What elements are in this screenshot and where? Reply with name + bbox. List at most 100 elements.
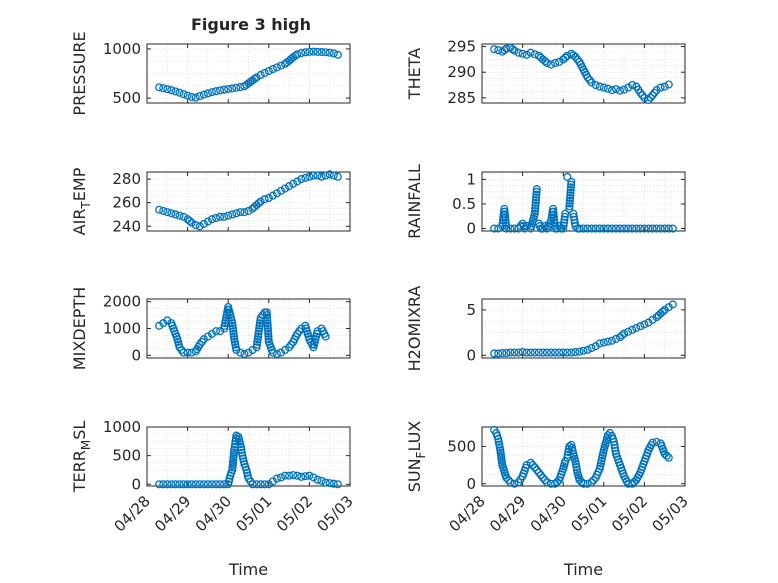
- data-point: [183, 348, 192, 357]
- data-point: [640, 93, 649, 102]
- data-point: [248, 480, 257, 489]
- data-point: [530, 207, 540, 216]
- data-point: [191, 93, 200, 102]
- data-point: [506, 224, 515, 233]
- data-point: [652, 224, 661, 233]
- data-point: [490, 224, 499, 233]
- data-point: [183, 480, 192, 489]
- data-point: [652, 86, 661, 95]
- data-point: [490, 45, 499, 54]
- ytick-label: 280: [112, 170, 141, 188]
- data-point: [260, 68, 269, 78]
- data-point: [229, 332, 239, 341]
- data-point: [309, 171, 318, 180]
- data-point: [329, 171, 338, 180]
- data-point: [195, 480, 204, 489]
- data-point: [530, 348, 539, 357]
- data-point: [175, 211, 184, 220]
- ytick-label: 1000: [103, 40, 141, 58]
- data-point: [187, 218, 196, 227]
- data-point: [203, 89, 212, 98]
- data-point: [236, 348, 245, 357]
- data-point: [501, 213, 510, 222]
- data-point: [561, 53, 570, 62]
- data-point: [179, 90, 188, 99]
- axes-box: [481, 171, 686, 232]
- data-point: [191, 480, 200, 489]
- x-axis-label: Time: [563, 560, 603, 579]
- data-point: [309, 47, 318, 56]
- data-point: [532, 193, 541, 202]
- axes-box: [146, 426, 351, 487]
- data-point: [264, 66, 273, 76]
- data-point: [599, 224, 608, 233]
- data-point: [183, 91, 192, 100]
- data-point: [155, 321, 164, 330]
- data-point: [179, 348, 188, 357]
- data-point: [595, 224, 604, 233]
- data-point: [504, 475, 513, 485]
- data-point: [579, 479, 588, 488]
- data-point: [510, 348, 519, 357]
- data-point: [191, 221, 200, 230]
- data-point: [624, 83, 633, 92]
- data-point: [610, 440, 619, 449]
- data-point: [632, 224, 641, 233]
- data-point: [510, 479, 519, 488]
- data-point: [236, 208, 245, 217]
- data-point: [668, 300, 677, 309]
- data-point: [567, 177, 576, 186]
- data-point: [624, 327, 633, 336]
- data-point: [566, 191, 575, 200]
- data-point: [237, 448, 246, 457]
- data-point: [531, 201, 540, 210]
- data-point: [207, 215, 217, 224]
- data-point: [252, 480, 261, 489]
- data-point: [530, 50, 539, 59]
- data-point: [260, 480, 269, 489]
- data-point: [551, 58, 560, 68]
- data-point: [502, 224, 511, 233]
- data-point: [532, 190, 541, 199]
- data-point: [611, 85, 621, 94]
- data-point: [518, 348, 527, 357]
- data-point: [252, 73, 261, 82]
- data-point: [256, 480, 265, 489]
- axes-box: [146, 43, 351, 104]
- data-point: [549, 210, 558, 219]
- ytick-label: 1000: [103, 418, 141, 436]
- data-point: [514, 348, 523, 357]
- data-point: [603, 224, 612, 233]
- data-point: [171, 480, 180, 489]
- data-point: [532, 187, 541, 196]
- data-point: [224, 211, 233, 220]
- data-point: [159, 480, 168, 489]
- data-point: [490, 349, 499, 358]
- y-axis-label: TERRMSL: [70, 421, 93, 494]
- data-point: [563, 51, 572, 60]
- ytick-label: 1000: [103, 320, 141, 338]
- data-point: [526, 48, 535, 57]
- data-point: [548, 204, 558, 213]
- data-point: [207, 329, 217, 338]
- data-point: [542, 348, 552, 357]
- data-point: [216, 327, 225, 336]
- data-point: [560, 212, 569, 221]
- data-point: [232, 345, 241, 355]
- data-point: [220, 212, 229, 221]
- data-point: [502, 473, 511, 482]
- data-point: [531, 196, 540, 205]
- axes-box: [481, 43, 686, 104]
- data-point: [575, 224, 584, 233]
- data-point: [199, 480, 208, 489]
- data-point: [500, 210, 509, 219]
- data-point: [522, 461, 531, 470]
- data-point: [522, 50, 531, 59]
- data-point: [587, 478, 596, 487]
- data-point: [559, 221, 568, 230]
- data-point: [167, 480, 176, 489]
- data-point: [549, 213, 558, 222]
- data-point: [502, 348, 511, 358]
- data-point: [603, 84, 612, 93]
- data-point: [264, 327, 273, 336]
